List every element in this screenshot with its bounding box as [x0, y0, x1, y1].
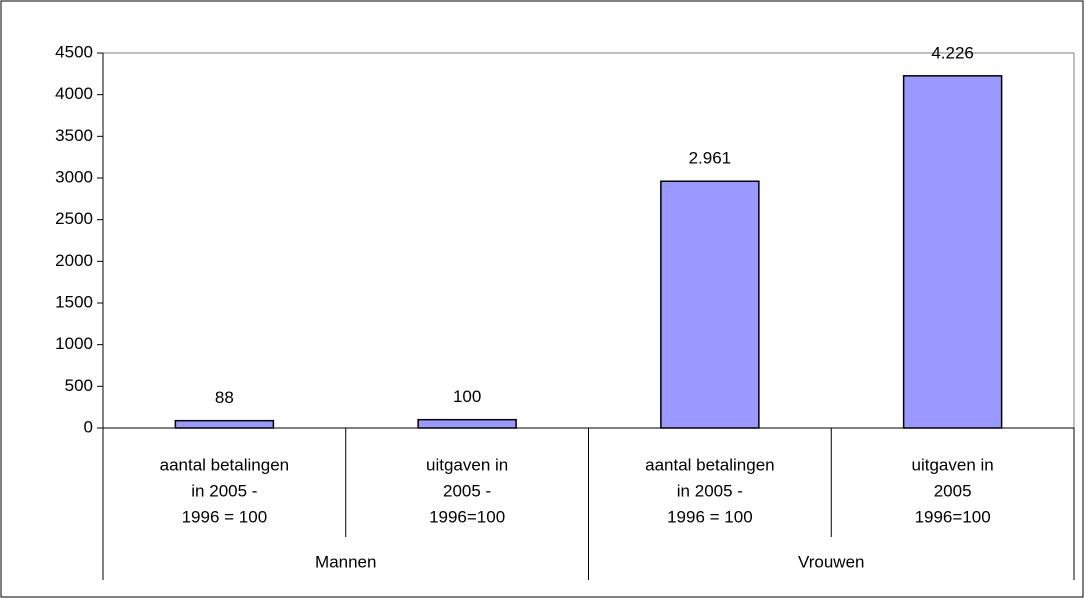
y-tick-label: 4000 [55, 84, 93, 103]
y-tick-label: 0 [84, 417, 93, 436]
data-label: 4.226 [931, 43, 974, 62]
data-label: 88 [215, 388, 234, 407]
y-tick-label: 2000 [55, 251, 93, 270]
y-tick-label: 500 [65, 376, 93, 395]
y-tick-label: 1000 [55, 334, 93, 353]
y-tick-label: 4500 [55, 42, 93, 61]
y-tick-label: 3500 [55, 126, 93, 145]
x-tick-label: in 2005 - [677, 481, 743, 500]
x-tick-label: 2005 - [443, 481, 491, 500]
x-tick-label: aantal betalingen [160, 455, 290, 474]
group-label: Mannen [315, 552, 376, 571]
bar [174, 419, 275, 429]
x-tick-label: uitgaven in [912, 455, 994, 474]
data-label: 2.961 [689, 149, 732, 168]
x-tick-label: 1996 = 100 [667, 507, 753, 526]
x-tick-label: in 2005 - [191, 481, 257, 500]
x-tick-label: aantal betalingen [645, 455, 775, 474]
data-label: 100 [453, 387, 481, 406]
y-tick-label: 3000 [55, 167, 93, 186]
x-tick-label: 1996=100 [429, 507, 505, 526]
group-label: Vrouwen [798, 552, 864, 571]
x-tick-label: 1996 = 100 [182, 507, 268, 526]
x-tick-label: 2005 [934, 481, 972, 500]
y-tick-label: 1500 [55, 292, 93, 311]
bar [902, 75, 1003, 429]
x-tick-label: 1996=100 [915, 507, 991, 526]
y-tick-label: 2500 [55, 209, 93, 228]
x-tick-label: uitgaven in [426, 455, 508, 474]
bar [417, 418, 517, 429]
bar [660, 180, 760, 429]
